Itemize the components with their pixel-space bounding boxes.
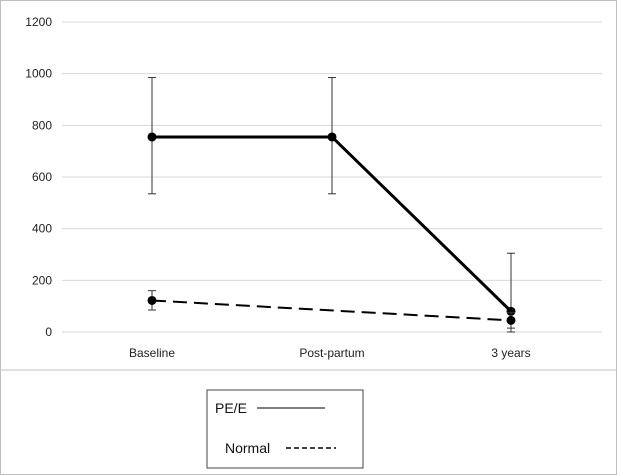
- data-point: [328, 132, 337, 141]
- data-point: [148, 132, 157, 141]
- legend-label-normal: Normal: [225, 440, 270, 456]
- y-tick-label: 800: [32, 118, 52, 132]
- x-tick-label: Baseline: [129, 346, 175, 360]
- legend: PE/E Normal: [207, 390, 363, 468]
- y-tick-label: 600: [32, 170, 52, 184]
- y-tick-label: 400: [32, 222, 52, 236]
- y-tick-label: 0: [45, 325, 52, 339]
- y-tick-label: 200: [32, 273, 52, 287]
- data-point: [507, 316, 516, 325]
- y-tick-label: 1200: [25, 15, 52, 29]
- data-point: [148, 296, 157, 305]
- x-tick-label: Post-partum: [299, 346, 364, 360]
- x-tick-label: 3 years: [491, 346, 530, 360]
- y-tick-label: 1000: [25, 67, 52, 81]
- legend-label-pe-e: PE/E: [215, 400, 247, 416]
